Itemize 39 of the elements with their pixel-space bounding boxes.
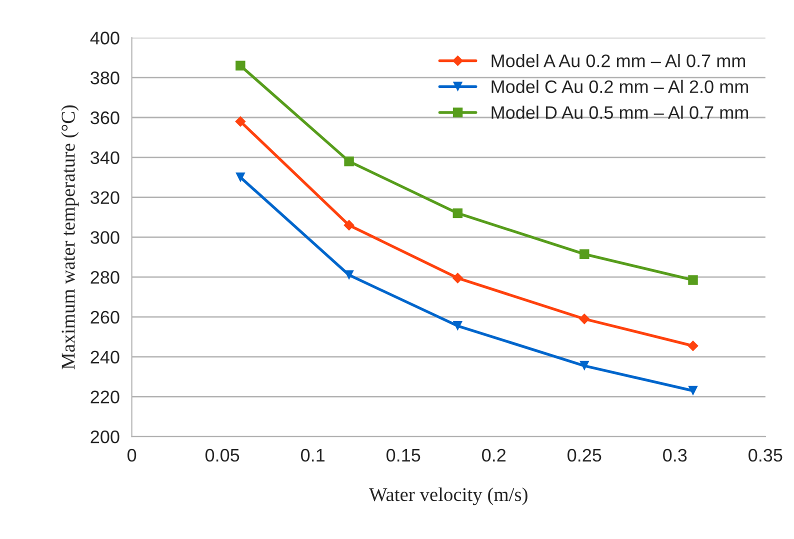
y-tick-label: 340 (90, 151, 120, 164)
point (344, 270, 354, 280)
y-tick-label: 220 (90, 390, 120, 404)
point (236, 172, 246, 182)
x-tick-label: 0.05 (205, 448, 240, 462)
legend-label: Model A Au 0.2 mm – Al 0.7 mm (492, 54, 746, 68)
x-axis-title: Water velocity (m/s) (368, 487, 528, 506)
x-tick-label: 0.1 (300, 448, 325, 462)
y-tick-label: 280 (90, 270, 120, 284)
point (688, 275, 698, 285)
point (580, 249, 590, 259)
y-tick-label: 360 (90, 111, 120, 124)
y-tick-label: 380 (90, 72, 120, 84)
point (688, 340, 698, 352)
y-tick-label: 400 (90, 32, 120, 44)
point (578, 314, 590, 324)
point (452, 272, 464, 284)
y-tick-label: 260 (90, 310, 120, 324)
point (688, 386, 698, 396)
legend-label: Model D Au 0.5 mm – Al 0.7 mm (492, 106, 748, 119)
y-axis-title: Maximum water temperature (°C) (61, 105, 79, 370)
x-tick-label: 0.3 (663, 448, 687, 462)
point (580, 360, 590, 371)
y-tick-label: 200 (90, 430, 120, 444)
point (344, 220, 354, 231)
point (452, 208, 463, 218)
point (236, 60, 246, 71)
point (344, 156, 354, 166)
x-tick-label: 0.2 (482, 448, 506, 462)
x-tick-label: 0 (127, 448, 136, 462)
x-tick-label: 0.35 (748, 448, 782, 462)
y-tick-label: 240 (90, 350, 120, 364)
point (452, 321, 463, 331)
x-tick-label: 0.15 (386, 448, 420, 462)
x-tick-label: 0.25 (568, 448, 602, 462)
legend-label: Model C Au 0.2 mm – Al 2.0 mm (492, 80, 748, 94)
y-tick-label: 300 (90, 231, 120, 244)
y-tick-label: 320 (90, 191, 120, 204)
point (235, 116, 246, 127)
